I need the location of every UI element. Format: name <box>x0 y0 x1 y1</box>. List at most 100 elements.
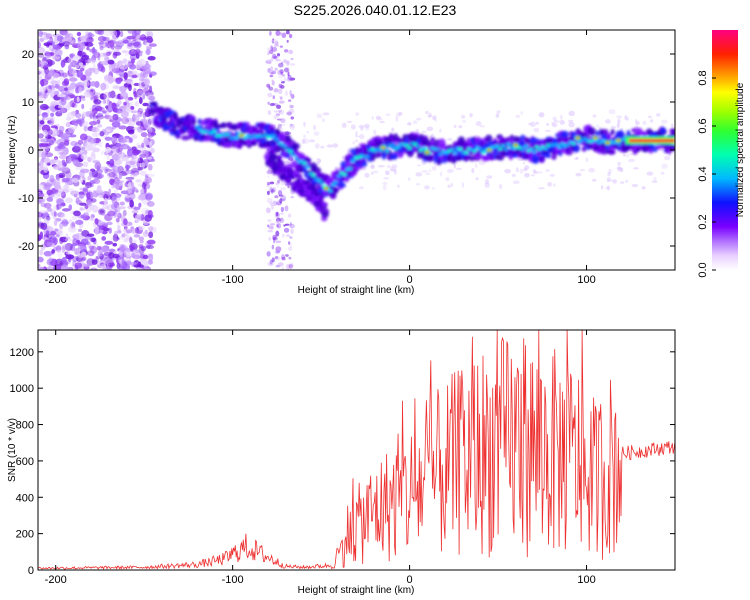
snr-xlabel: Height of straight line (km) <box>298 585 415 596</box>
noise-blob <box>370 164 375 170</box>
noise-blob <box>142 67 152 74</box>
noise-blob <box>38 198 46 203</box>
noise-blob <box>279 69 284 74</box>
noise-blob <box>38 147 43 155</box>
noise-blob <box>87 143 96 151</box>
noise-blob <box>43 250 53 257</box>
noise-blob <box>61 166 70 172</box>
noise-blob <box>56 252 63 258</box>
ridge-core <box>497 147 503 151</box>
noise-blob <box>625 154 630 158</box>
ridge-core <box>226 132 231 136</box>
noise-blob <box>276 53 281 57</box>
noise-blob <box>71 221 75 227</box>
snr-series-line <box>38 330 675 570</box>
noise-blob <box>117 157 124 163</box>
noise-blob <box>115 94 119 99</box>
noise-blob <box>59 125 65 133</box>
y-tick-label: 800 <box>16 420 34 432</box>
noise-blob <box>103 53 108 62</box>
noise-blob <box>109 40 115 48</box>
noise-blob <box>61 208 71 212</box>
noise-blob <box>274 67 278 71</box>
noise-blob <box>475 163 478 169</box>
noise-blob <box>124 50 131 57</box>
noise-blob <box>149 115 153 122</box>
noise-blob <box>288 49 294 55</box>
noise-blob <box>515 167 519 173</box>
noise-blob <box>70 190 80 196</box>
noise-blob <box>127 181 132 190</box>
noise-blob <box>279 45 283 48</box>
ridge-core <box>291 153 296 157</box>
noise-blob <box>275 182 279 185</box>
noise-blob <box>98 225 107 230</box>
noise-blob <box>83 90 93 98</box>
noise-blob <box>53 157 58 163</box>
noise-blob <box>147 56 156 61</box>
noise-blob <box>268 236 272 241</box>
ridge-core <box>520 148 526 152</box>
noise-blob <box>100 262 105 267</box>
noise-blob <box>517 158 524 161</box>
noise-blob <box>91 259 98 265</box>
ridge-core <box>248 136 254 140</box>
noise-blob <box>100 66 106 73</box>
noise-blob <box>362 166 367 171</box>
noise-blob <box>38 267 46 270</box>
noise-blob <box>415 117 422 121</box>
noise-blob <box>275 59 281 62</box>
noise-blob <box>266 190 270 196</box>
noise-blob <box>382 181 388 185</box>
noise-blob <box>98 141 103 148</box>
noise-blob <box>44 91 50 97</box>
noise-blob <box>111 67 121 74</box>
noise-blob <box>147 226 154 232</box>
noise-blob <box>515 114 521 119</box>
noise-blob <box>130 135 138 139</box>
noise-blob <box>94 173 102 180</box>
noise-blob <box>118 105 127 112</box>
noise-blob <box>91 132 100 138</box>
ridge-blob <box>474 152 484 159</box>
noise-blob <box>52 33 61 38</box>
ridge-core <box>571 141 576 146</box>
y-tick-label: 1200 <box>10 347 34 359</box>
noise-blob <box>41 147 50 152</box>
noise-blob <box>58 154 68 160</box>
noise-blob <box>100 82 107 91</box>
noise-blob <box>100 150 104 155</box>
noise-blob <box>499 183 503 190</box>
noise-blob <box>554 120 561 123</box>
ridge-blob <box>485 134 493 142</box>
noise-blob <box>607 171 611 177</box>
ridge-core <box>415 145 421 149</box>
noise-blob <box>40 138 49 143</box>
noise-blob <box>137 125 144 133</box>
noise-blob <box>133 155 137 159</box>
noise-blob <box>552 183 556 188</box>
noise-blob <box>268 49 274 55</box>
ridge-blob <box>382 152 387 157</box>
noise-blob <box>100 246 109 253</box>
noise-blob <box>48 84 52 89</box>
noise-blob <box>656 112 661 117</box>
noise-blob <box>432 165 437 171</box>
noise-blob <box>97 250 103 257</box>
noise-blob <box>278 109 285 115</box>
noise-blob <box>141 182 147 190</box>
noise-blob <box>283 227 290 233</box>
noise-blob <box>62 32 71 36</box>
noise-blob <box>131 239 138 244</box>
noise-blob <box>102 52 111 57</box>
noise-blob <box>49 36 54 45</box>
noise-blob <box>144 259 148 267</box>
noise-blob <box>53 50 63 55</box>
noise-blob <box>504 168 511 174</box>
noise-blob <box>280 61 284 65</box>
noise-blob <box>128 84 132 92</box>
noise-blob <box>66 111 76 120</box>
noise-blob <box>62 177 70 183</box>
noise-blob <box>622 154 626 157</box>
noise-blob <box>135 179 140 183</box>
